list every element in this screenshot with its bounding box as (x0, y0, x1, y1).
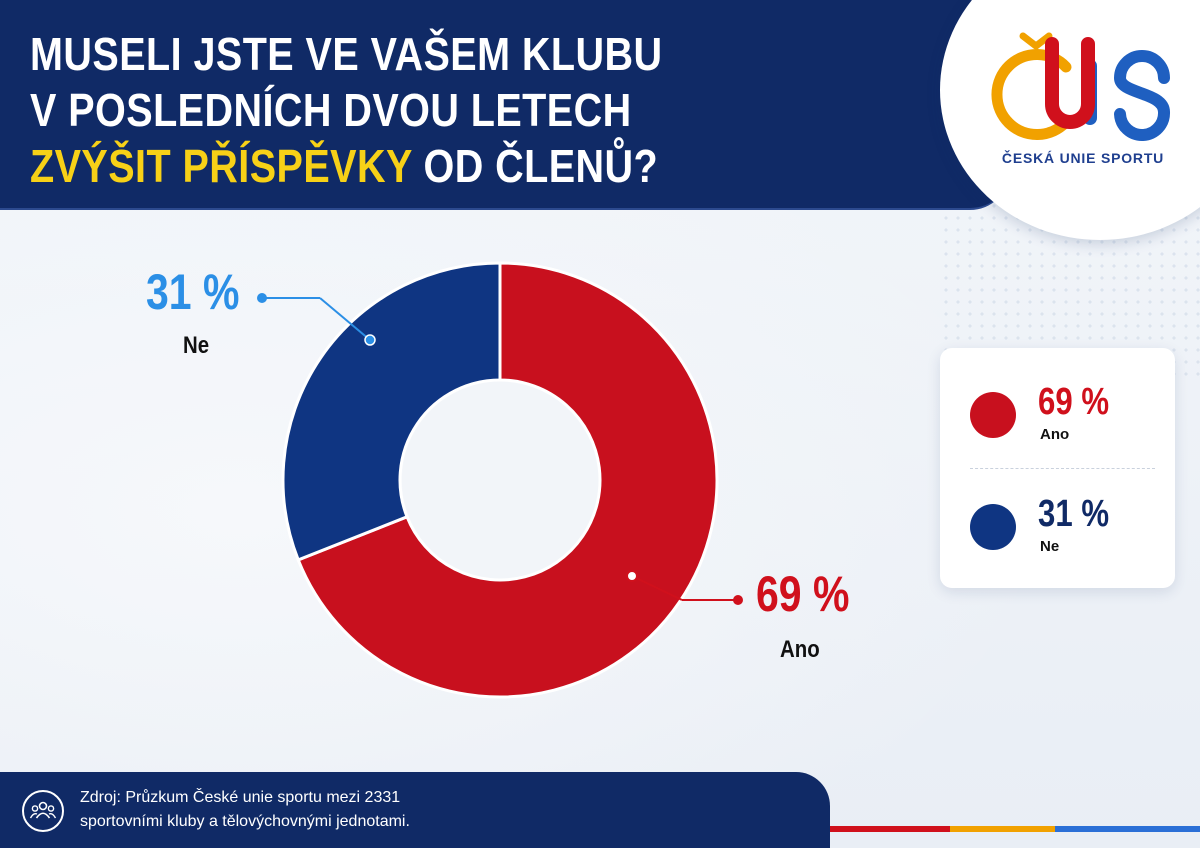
title-highlight: ZVÝŠIT PŘÍSPĚVKY (30, 140, 413, 192)
legend-swatch-ne (970, 504, 1016, 550)
legend-value-ano: 69 % (1038, 381, 1110, 423)
legend-divider (970, 468, 1155, 469)
slice-label-ano-value: 69 % (756, 568, 849, 620)
callout-dot-ano-inner (626, 570, 638, 582)
accent-stripe-orange (950, 826, 1055, 832)
accent-stripe-red (830, 826, 950, 832)
header-banner: MUSELI JSTE VE VAŠEM KLUBU V POSLEDNÍCH … (0, 0, 1010, 210)
title-line-2: V POSLEDNÍCH DVOU LETECH (30, 84, 632, 136)
people-group-icon (22, 790, 64, 832)
page-title: MUSELI JSTE VE VAŠEM KLUBU V POSLEDNÍCH … (30, 26, 663, 194)
callout-line-ne-d (319, 297, 371, 341)
chart-legend: 69 % Ano 31 % Ne (940, 348, 1175, 588)
callout-dot-ano-outer (733, 595, 743, 605)
people-group-icon-glyph (29, 801, 57, 819)
source-line-2: sportovními kluby a tělovýchovnými jedno… (80, 813, 410, 830)
title-line-3-rest: OD ČLENŮ? (412, 140, 659, 192)
source-line-1: Zdroj: Průzkum České unie sportu mezi 23… (80, 789, 401, 806)
donut-slice-ne (281, 261, 502, 562)
donut-hole (402, 382, 598, 578)
legend-label-ano: Ano (1040, 426, 1070, 443)
title-line-1: MUSELI JSTE VE VAŠEM KLUBU (30, 28, 663, 80)
source-footer: Zdroj: Průzkum České unie sportu mezi 23… (0, 772, 830, 848)
legend-label-ne: Ne (1040, 538, 1060, 555)
slice-label-ne-value: 31 % (146, 266, 239, 318)
callout-dot-ne-outer (257, 293, 267, 303)
slice-label-ano-value-text: 69 % (756, 566, 850, 622)
title-line-3: ZVÝŠIT PŘÍSPĚVKY OD ČLENŮ? (30, 138, 663, 194)
slice-label-ano-category: Ano (780, 636, 820, 663)
callout-line-ano-d (631, 575, 683, 601)
callout-dot-ne-inner (364, 334, 376, 346)
legend-item-ne: 31 % Ne (970, 492, 1160, 562)
legend-swatch-ano (970, 392, 1016, 438)
slice-label-ne-category: Ne (183, 332, 210, 359)
source-text: Zdroj: Průzkum České unie sportu mezi 23… (80, 786, 410, 834)
slice-label-ne-value-text: 31 % (146, 264, 240, 320)
logo-text: ČESKÁ UNIE SPORTU (1001, 150, 1165, 166)
legend-value-ne: 31 % (1038, 493, 1110, 535)
accent-stripe-blue (1055, 826, 1200, 832)
cus-logo-icon (991, 32, 1170, 141)
donut-slice-ano (296, 261, 719, 699)
legend-item-ano: 69 % Ano (970, 380, 1160, 450)
